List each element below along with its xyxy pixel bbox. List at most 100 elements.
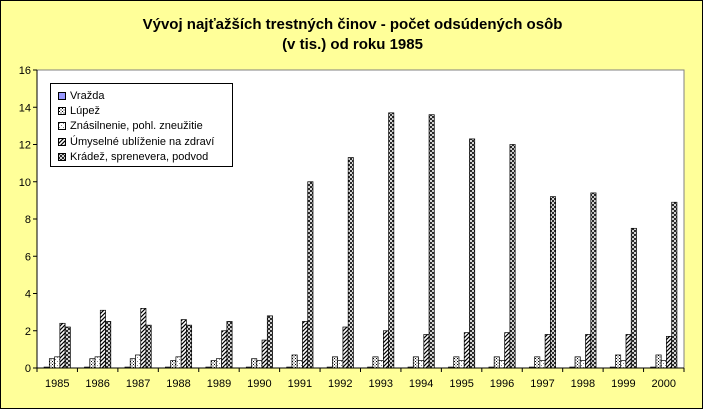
y-tick-label: 16 [19, 65, 31, 77]
legend: Vražda Lúpež Znásilnenie, pohl. zneužitie Ú… [50, 83, 233, 167]
bar [266, 315, 273, 369]
bar [99, 309, 106, 369]
legend-item: Znásilnenie, pohl. zneužitie [58, 119, 232, 134]
x-tick-label: 1988 [166, 378, 190, 390]
bar [170, 360, 177, 369]
bar [620, 360, 627, 369]
bars [43, 112, 678, 369]
bar [453, 356, 460, 369]
legend-label: Lúpež [70, 105, 100, 118]
bar [64, 326, 71, 369]
bar [226, 321, 233, 369]
bar [428, 114, 435, 369]
legend-item: Vražda [58, 88, 232, 103]
bar [337, 360, 344, 369]
bar [302, 321, 309, 369]
bar [544, 334, 551, 369]
chart-title: Vývoj najťažších trestných činov - počet… [142, 16, 563, 53]
bar [458, 360, 465, 369]
bar [59, 322, 66, 369]
legend-label: Úmyselné ublíženie na zdraví [70, 135, 215, 148]
x-tick-label: 1986 [85, 378, 109, 390]
bar [574, 356, 581, 369]
bar [347, 157, 354, 369]
y-tick-label: 6 [25, 251, 31, 263]
bar [296, 360, 303, 369]
bar [660, 360, 667, 369]
x-tick-label: 1996 [490, 378, 514, 390]
bar [135, 354, 142, 369]
bar [332, 356, 339, 369]
x-tick-label: 1995 [449, 378, 473, 390]
x-tick-label: 1993 [368, 378, 392, 390]
bar [579, 360, 586, 369]
bar [671, 201, 678, 369]
x-tick-label: 1992 [328, 378, 352, 390]
bar [94, 356, 101, 369]
bar [655, 354, 662, 369]
bar [412, 356, 419, 369]
bar [342, 326, 349, 369]
legend-swatch [58, 122, 66, 131]
x-tick-label: 1985 [45, 378, 69, 390]
legend-swatch [58, 91, 66, 100]
x-tick-label: 1987 [126, 378, 150, 390]
x-tick-label: 1999 [611, 378, 635, 390]
y-tick-label: 10 [19, 177, 31, 189]
bar [469, 138, 476, 369]
bar [615, 354, 622, 369]
bar [504, 332, 511, 369]
bar [186, 324, 193, 369]
legend-label: Vražda [70, 89, 105, 102]
bar [261, 339, 268, 369]
legend-item: Lúpež [58, 103, 232, 118]
x-tick-label: 1998 [571, 378, 595, 390]
x-axis: 1985 1986 1987 1988 1989 1990 1991 1992 1993 1994… [36, 368, 685, 390]
y-tick-label: 4 [25, 289, 31, 301]
x-tick-label: 1991 [288, 378, 312, 390]
bar [463, 332, 470, 369]
bar [221, 330, 228, 369]
y-tick-label: 2 [25, 326, 31, 338]
bar [493, 356, 500, 369]
bar [210, 360, 217, 369]
bar [180, 319, 187, 369]
bar [377, 360, 384, 369]
bar [383, 330, 389, 369]
legend-label: Krádež, sprenevera, podvod [70, 151, 209, 164]
bar [590, 192, 597, 369]
bar [509, 144, 516, 369]
bar [129, 358, 136, 369]
x-tick-label: 1990 [247, 378, 271, 390]
y-tick-label: 14 [19, 102, 31, 114]
x-tick-label: 1994 [409, 378, 433, 390]
legend-swatch [58, 107, 66, 116]
bar [251, 358, 258, 369]
bar [585, 334, 592, 369]
bar [418, 360, 425, 369]
bar [423, 334, 430, 369]
bar [534, 356, 541, 369]
x-tick-label: 1989 [207, 378, 231, 390]
legend-item: Úmyselné ublíženie na zdraví [58, 134, 232, 149]
legend-label: Znásilnenie, pohl. zneužitie [70, 120, 203, 133]
bar [307, 181, 314, 369]
bar [499, 360, 506, 369]
bar [666, 335, 673, 369]
bar [549, 196, 556, 369]
y-axis: 0 2 4 6 8 10 12 14 16 [19, 65, 37, 375]
y-tick-label: 12 [19, 140, 31, 152]
y-tick-label: 8 [25, 214, 31, 226]
bar [89, 358, 96, 369]
x-tick-label: 1997 [530, 378, 554, 390]
bar [630, 227, 637, 369]
bar [140, 308, 147, 369]
bar [145, 324, 152, 369]
bar [54, 356, 61, 369]
bar [372, 356, 379, 369]
bar [48, 358, 55, 369]
bar [539, 360, 546, 369]
bar [388, 112, 395, 369]
